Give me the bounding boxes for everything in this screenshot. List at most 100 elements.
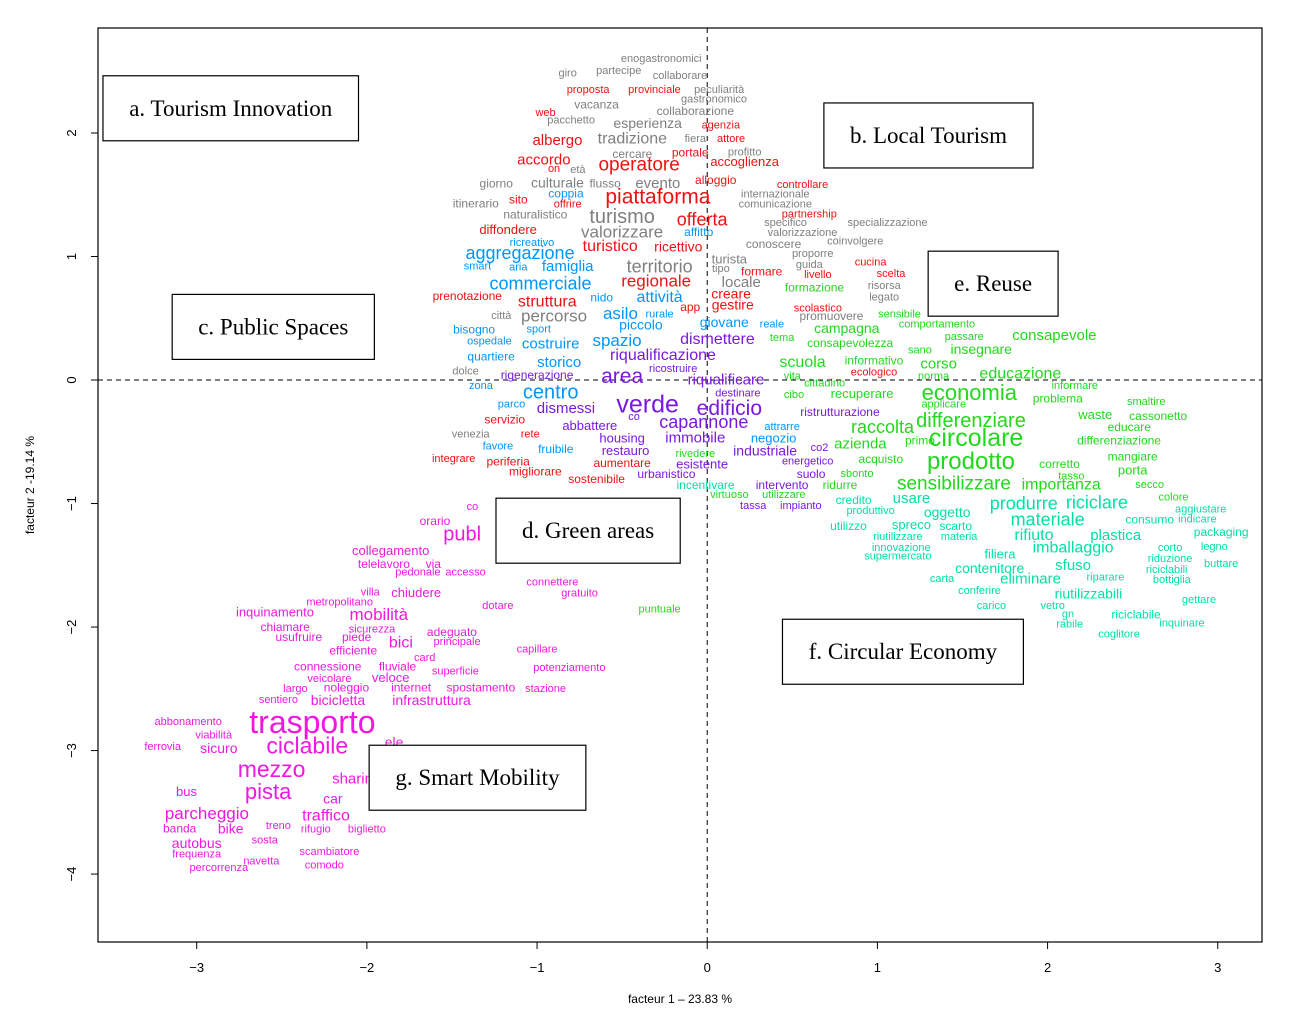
- word-label: tradizione: [598, 131, 667, 148]
- word-label: collaborare: [653, 70, 707, 82]
- word-label: sensibile: [878, 309, 921, 321]
- word-label: agenzia: [702, 120, 741, 132]
- x-tick-label: 3: [1214, 960, 1221, 975]
- word-label: materia: [941, 531, 979, 543]
- word-label: diffondere: [479, 222, 537, 237]
- word-label: accordo: [517, 152, 570, 169]
- word-label: rifugio: [301, 824, 331, 836]
- y-tick-label: 0: [64, 376, 79, 383]
- region-label-box: a. Tourism Innovation: [102, 75, 360, 142]
- word-label: rabile: [1056, 619, 1083, 631]
- x-axis-title: facteur 1 – 23.83 %: [628, 992, 732, 1006]
- word-label: azienda: [834, 436, 887, 453]
- word-label: percorso: [521, 306, 587, 325]
- word-label: smart: [464, 260, 492, 272]
- word-label: sito: [509, 193, 528, 207]
- region-box-frame: [823, 102, 1034, 169]
- word-label: tassa: [740, 500, 767, 512]
- region-label-text: b. Local Tourism: [850, 123, 1007, 148]
- word-label: operatore: [598, 155, 679, 176]
- word-label: usufruire: [275, 630, 322, 644]
- word-label: puntuale: [638, 604, 680, 616]
- word-label: naturalistico: [503, 208, 567, 222]
- word-label: problema: [1033, 392, 1083, 406]
- word-label: esistente: [676, 457, 728, 472]
- y-tick-label: 1: [64, 253, 79, 260]
- word-label: proporre: [792, 248, 834, 260]
- word-label: vacanza: [574, 98, 619, 112]
- word-label: attività: [636, 289, 682, 306]
- word-label: percorrenza: [189, 862, 249, 874]
- region-label-box: e. Reuse: [927, 250, 1059, 317]
- word-label: utilizzo: [830, 519, 867, 533]
- word-label: innovazione: [872, 542, 931, 554]
- word-label: ridurre: [823, 478, 858, 492]
- word-label: consapevolezza: [807, 336, 893, 350]
- word-label: rigenerazione: [501, 368, 574, 382]
- word-label: attrarre: [764, 421, 799, 433]
- word-label: navetta: [243, 856, 280, 868]
- word-label: flusso: [589, 177, 621, 191]
- word-label: vetro: [1040, 600, 1064, 612]
- word-label: scelta: [877, 268, 907, 280]
- word-label: creare: [711, 286, 751, 302]
- word-label: valorizzazione: [768, 227, 838, 239]
- word-label: fluviale: [379, 660, 417, 674]
- word-label: albergo: [532, 132, 582, 149]
- word-label: eliminare: [1000, 570, 1061, 587]
- word-label: primo: [905, 434, 935, 448]
- word-label: capannone: [659, 412, 748, 432]
- word-label: conoscere: [746, 237, 802, 251]
- region-label-text: f. Circular Economy: [809, 639, 998, 664]
- word-label: supermercato: [864, 551, 931, 563]
- word-label: verde: [616, 391, 679, 419]
- word-label: scuola: [779, 354, 825, 371]
- word-label: campagna: [814, 320, 880, 336]
- x-tick-label: 2: [1044, 960, 1051, 975]
- word-label: conferire: [958, 585, 1001, 597]
- word-label: regionale: [621, 272, 691, 291]
- word-label: scolastico: [794, 302, 842, 314]
- word-label: smaltire: [1127, 396, 1166, 408]
- word-label: turista: [712, 251, 748, 266]
- word-label: co: [628, 411, 640, 423]
- word-label: filiera: [984, 547, 1016, 562]
- word-label: largo: [283, 683, 307, 695]
- word-label: costruire: [522, 336, 580, 353]
- word-label: inquinamento: [236, 605, 314, 620]
- word-label: veloce: [372, 670, 410, 685]
- word-label: orario: [420, 514, 451, 528]
- x-tick-label: 1: [874, 960, 881, 975]
- word-label: destinare: [715, 388, 760, 400]
- word-label: proposta: [567, 84, 611, 96]
- word-label: mobilità: [349, 605, 408, 624]
- word-label: urbanistico: [637, 467, 695, 481]
- word-label: valorizzare: [581, 222, 663, 241]
- word-label: frequenza: [172, 848, 222, 860]
- y-axis-title: facteur 2 -19.14 %: [23, 436, 37, 534]
- word-label: inquinare: [1159, 617, 1204, 629]
- word-label: usare: [893, 490, 931, 507]
- word-label: età: [570, 164, 586, 176]
- word-label: applicare: [921, 399, 966, 411]
- word-label: formazione: [785, 280, 845, 294]
- word-label: impianto: [780, 500, 822, 512]
- word-label: coglitore: [1098, 628, 1140, 640]
- word-label: sosta: [252, 835, 279, 847]
- x-tick-label: −1: [530, 960, 545, 975]
- word-label: bicicletta: [311, 692, 366, 708]
- word-label: risorsa: [868, 280, 902, 292]
- word-label: gn: [1062, 609, 1074, 621]
- region-label-box: b. Local Tourism: [823, 102, 1034, 169]
- word-label: rivedere: [675, 448, 715, 460]
- word-label: via: [426, 557, 442, 571]
- word-label: riduzione: [1148, 553, 1193, 565]
- word-label: oggetto: [924, 504, 971, 520]
- x-tick-label: 0: [704, 960, 711, 975]
- word-label: offerta: [677, 209, 729, 229]
- word-label: piede: [342, 630, 372, 644]
- word-label: riqualificare: [688, 372, 765, 389]
- word-label: formare: [741, 264, 783, 278]
- word-label: giro: [559, 68, 577, 80]
- word-label: promuovere: [799, 309, 863, 323]
